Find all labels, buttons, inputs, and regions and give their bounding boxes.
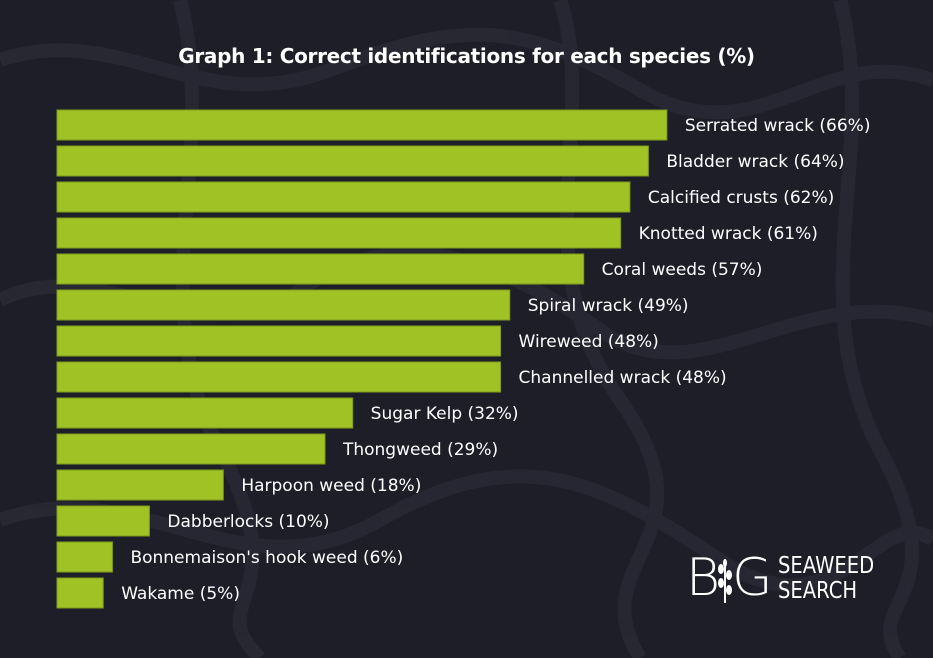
data-label: Sugar Kelp (32%) xyxy=(371,404,519,424)
data-label: Channelled wrack (48%) xyxy=(519,368,727,388)
bar-knotted-wrack xyxy=(56,217,622,249)
data-label: Knotted wrack (61%) xyxy=(639,224,818,244)
data-label: Wireweed (48%) xyxy=(519,332,659,352)
data-label: Bonnemaison's hook weed (6%) xyxy=(130,548,403,568)
data-label: Wakame (5%) xyxy=(121,584,240,604)
bar-serrated-wrack xyxy=(56,109,668,141)
data-label: Dabberlocks (10%) xyxy=(167,512,329,532)
bar-sugar-kelp xyxy=(56,397,354,429)
bar-wakame xyxy=(56,577,104,609)
data-label: Thongweed (29%) xyxy=(342,440,498,460)
bar-calcified-crusts xyxy=(56,181,631,213)
chart-title: Graph 1: Correct identifications for eac… xyxy=(178,44,755,68)
bar-dabberlocks xyxy=(56,505,150,537)
data-label: Harpoon weed (18%) xyxy=(241,476,421,496)
bar-bladder-wrack xyxy=(56,145,649,177)
data-label: Calcified crusts (62%) xyxy=(648,188,834,208)
bar-bonnemaison-s-hook-weed xyxy=(56,541,113,573)
bar-thongweed xyxy=(56,433,326,465)
logo-line1: SEAWEED xyxy=(778,552,875,579)
bar-coral-weeds xyxy=(56,253,585,285)
bar-harpoon-weed xyxy=(56,469,224,501)
seaweed-icon xyxy=(718,557,733,605)
data-label: Serrated wrack (66%) xyxy=(685,116,871,136)
bar-wireweed xyxy=(56,325,502,357)
logo-line2: SEARCH xyxy=(778,577,858,604)
data-label: Bladder wrack (64%) xyxy=(666,152,844,172)
bar-spiral-wrack xyxy=(56,289,511,321)
data-label: Spiral wrack (49%) xyxy=(528,296,689,316)
bar-channelled-wrack xyxy=(56,361,502,393)
data-label: Coral weeds (57%) xyxy=(602,260,763,280)
